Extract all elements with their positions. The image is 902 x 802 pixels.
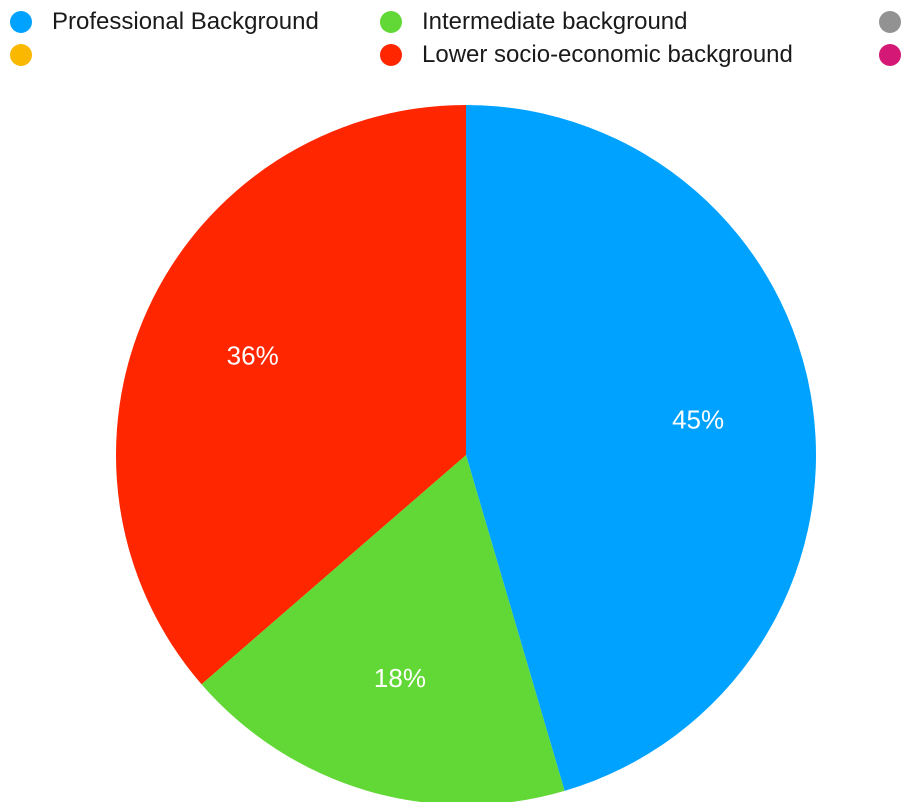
pie-slice-professional (466, 105, 817, 791)
legend-item-gray (879, 7, 902, 37)
legend-swatch-lower (380, 44, 402, 66)
pie-slice-intermediate (201, 455, 565, 802)
legend-swatch-professional (10, 11, 32, 33)
legend-swatch-gray (879, 11, 901, 33)
legend-label-professional: Professional Background (52, 8, 319, 35)
pie-label-lower: 36% (227, 340, 279, 370)
pie-label-professional: 45% (672, 405, 724, 435)
legend-item-intermediate: Intermediate background (380, 7, 688, 37)
legend-swatch-magenta (879, 44, 901, 66)
legend-swatch-intermediate (380, 11, 402, 33)
legend-item-magenta (879, 40, 902, 70)
legend-swatch-yellow (10, 44, 32, 66)
legend-item-yellow (10, 40, 52, 70)
legend-item-lower: Lower socio-economic background (380, 40, 793, 70)
chart-legend: Professional Background Intermediate bac… (0, 0, 902, 80)
legend-label-intermediate: Intermediate background (422, 8, 688, 35)
legend-label-lower: Lower socio-economic background (422, 41, 793, 68)
legend-item-professional: Professional Background (10, 7, 319, 37)
pie-slice-lower (116, 105, 466, 685)
pie-label-intermediate: 18% (374, 663, 426, 693)
